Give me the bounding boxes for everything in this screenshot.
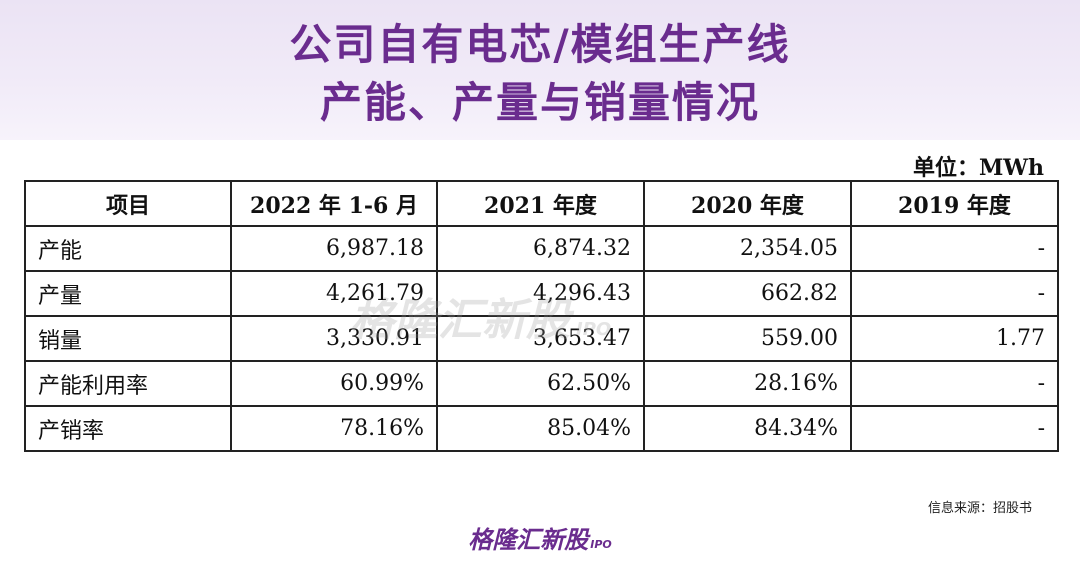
capacity-table: 项目 2022 年 1-6 月 2021 年度 2020 年度 2019 年度 … xyxy=(24,180,1059,452)
table-cell: 3,653.47 xyxy=(436,315,645,362)
table-cell: 1.77 xyxy=(850,315,1059,362)
row-label: 产量 xyxy=(24,270,232,317)
table-row: 产能 6,987.18 6,874.32 2,354.05 - xyxy=(24,225,1059,272)
table-cell: 78.16% xyxy=(230,405,438,452)
page-title-line-2: 产能、产量与销量情况 xyxy=(319,78,760,127)
row-label: 销量 xyxy=(24,315,232,362)
table-cell: 559.00 xyxy=(643,315,852,362)
table-cell: 60.99% xyxy=(230,360,438,407)
table-row: 产能利用率 60.99% 62.50% 28.16% - xyxy=(24,360,1059,407)
table-cell: 3,330.91 xyxy=(230,315,438,362)
table-cell: - xyxy=(850,270,1059,317)
footer-logo-text: 格隆汇新股 xyxy=(468,526,589,554)
row-label: 产能利用率 xyxy=(24,360,232,407)
table-row: 销量 3,330.91 3,653.47 559.00 1.77 xyxy=(24,315,1059,362)
table-cell: 85.04% xyxy=(436,405,645,452)
table-cell: 84.34% xyxy=(643,405,852,452)
table-cell: 4,296.43 xyxy=(436,270,645,317)
table-row: 产销率 78.16% 85.04% 84.34% - xyxy=(24,405,1059,452)
column-header-2021: 2021 年度 xyxy=(436,180,645,227)
footer-logo-sub: IPO xyxy=(590,538,612,551)
column-header-item: 项目 xyxy=(24,180,232,227)
column-header-2022-h1: 2022 年 1-6 月 xyxy=(230,180,438,227)
table-header-row: 项目 2022 年 1-6 月 2021 年度 2020 年度 2019 年度 xyxy=(24,180,1059,227)
table-cell: 6,874.32 xyxy=(436,225,645,272)
unit-label: 单位：MWh xyxy=(912,155,1044,181)
table-cell: 662.82 xyxy=(643,270,852,317)
table-cell: 4,261.79 xyxy=(230,270,438,317)
column-header-2020: 2020 年度 xyxy=(643,180,852,227)
page-title-line-1: 公司自有电芯/模组生产线 xyxy=(289,20,791,69)
table-cell: - xyxy=(850,405,1059,452)
source-note: 信息来源：招股书 xyxy=(927,501,1032,516)
table-cell: 28.16% xyxy=(643,360,852,407)
table-cell: - xyxy=(850,225,1059,272)
header-background xyxy=(0,0,1080,140)
table-cell: - xyxy=(850,360,1059,407)
footer-logo: 格隆汇新股 IPO xyxy=(0,520,1080,555)
table-cell: 2,354.05 xyxy=(643,225,852,272)
row-label: 产销率 xyxy=(24,405,232,452)
row-label: 产能 xyxy=(24,225,232,272)
table-cell: 62.50% xyxy=(436,360,645,407)
column-header-2019: 2019 年度 xyxy=(850,180,1059,227)
table-cell: 6,987.18 xyxy=(230,225,438,272)
table-row: 产量 4,261.79 4,296.43 662.82 - xyxy=(24,270,1059,317)
